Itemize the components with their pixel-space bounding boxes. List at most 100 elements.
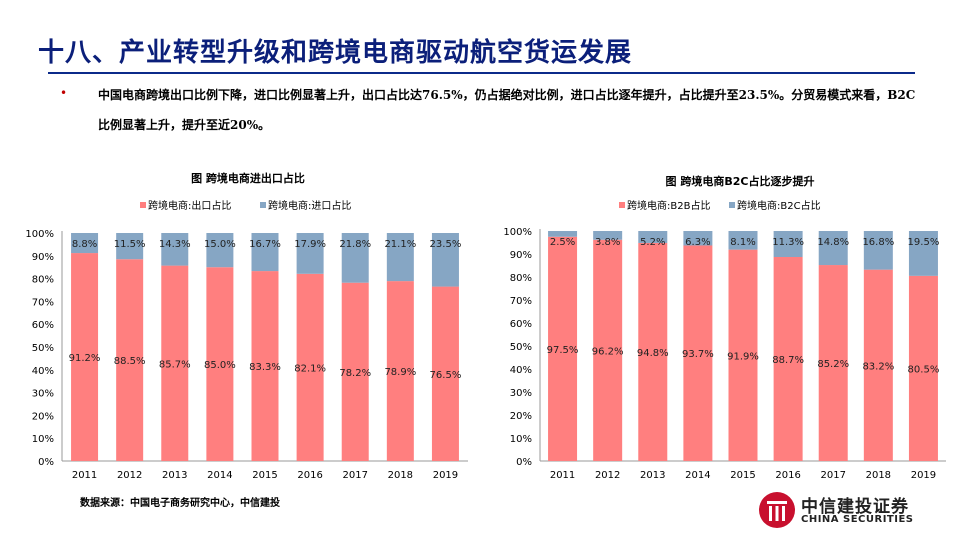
chart-0-data-label-0-4: 83.3% xyxy=(249,362,281,373)
title-divider xyxy=(48,72,915,74)
chart-1-ytick-4: 40% xyxy=(510,365,532,376)
chart-1-bar-0-3 xyxy=(683,245,713,461)
chart-0-bar-1-1 xyxy=(116,233,144,260)
chart-1-bar-1-1 xyxy=(593,231,623,240)
chart-0-legend-swatch-1 xyxy=(260,202,266,208)
chart-1-ytick-10: 100% xyxy=(503,227,532,238)
chart-1-title: 图 跨境电商B2C占比逐步提升 xyxy=(666,174,815,188)
chart-1-data-label-0-1: 96.2% xyxy=(592,346,624,357)
chart-0-data-label-0-6: 78.2% xyxy=(339,368,371,379)
chart-0-bar-0-1 xyxy=(116,259,144,461)
chart-1-data-label-0-8: 80.5% xyxy=(908,364,940,375)
chart-0-xtick-1: 2012 xyxy=(117,470,142,481)
chart-1-bar-0-7 xyxy=(863,269,893,461)
chart-1-xtick-3: 2014 xyxy=(685,470,710,481)
chart-0-data-label-1-7: 21.1% xyxy=(384,239,416,250)
chart-0-ytick-0: 0% xyxy=(38,457,54,468)
chart-0-data-label-0-5: 82.1% xyxy=(294,363,326,374)
chart-1-data-label-0-6: 85.2% xyxy=(817,359,849,370)
chart-0-xtick-8: 2019 xyxy=(433,470,458,481)
chart-1-ytick-5: 50% xyxy=(510,342,532,353)
chart-1-ytick-1: 10% xyxy=(510,434,532,445)
chart-0-bar-1-6 xyxy=(341,233,369,283)
chart-1-data-label-1-2: 5.2% xyxy=(640,237,665,248)
chart-0-ytick-1: 10% xyxy=(32,434,54,445)
chart-0-xtick-0: 2011 xyxy=(72,470,97,481)
chart-0-ytick-5: 50% xyxy=(32,343,54,354)
chart-1-bar-0-4 xyxy=(728,249,758,461)
chart-0-xtick-4: 2015 xyxy=(252,470,277,481)
chart-0-data-label-1-5: 17.9% xyxy=(294,239,326,250)
chart-0-bar-0-0 xyxy=(71,253,99,461)
chart-0-data-label-0-2: 85.7% xyxy=(159,359,191,370)
chart-1-ytick-3: 30% xyxy=(510,388,532,399)
chart-0-bar-0-3 xyxy=(206,267,234,461)
chart-0-data-label-0-8: 76.5% xyxy=(430,370,462,381)
chart-0-data-label-1-4: 16.7% xyxy=(249,239,281,250)
chart-1-ytick-2: 20% xyxy=(510,411,532,422)
chart-1-data-label-1-3: 6.3% xyxy=(685,237,710,248)
bullet-icon: • xyxy=(60,86,68,100)
company-logo: 中信建投证券 CHINA SECURITIES xyxy=(757,490,927,530)
chart-0-ytick-4: 40% xyxy=(32,366,54,377)
logo-text-cn: 中信建投证券 xyxy=(801,497,909,517)
logo-text-en: CHINA SECURITIES xyxy=(801,514,914,525)
chart-1-ytick-6: 60% xyxy=(510,319,532,330)
chart-1-data-label-0-7: 83.2% xyxy=(862,361,894,372)
page-title: 十八、产业转型升级和跨境电商驱动航空货运发展 xyxy=(38,38,633,68)
chart-0-data-label-0-1: 88.5% xyxy=(114,356,146,367)
chart-1-bar-0-2 xyxy=(638,242,668,461)
chart-1-data-label-1-0: 2.5% xyxy=(550,237,575,248)
chart-1-xtick-5: 2016 xyxy=(775,470,800,481)
chart-1-xtick-4: 2015 xyxy=(730,470,755,481)
chart-0-bar-0-7 xyxy=(386,281,414,461)
chart-1-legend-swatch-0 xyxy=(619,202,625,208)
chart-1-bar-0-5 xyxy=(773,256,803,461)
chart-0-legend-swatch-0 xyxy=(140,202,146,208)
chart-1-bar-0-1 xyxy=(593,239,623,461)
chart-1-data-label-1-4: 8.1% xyxy=(730,237,755,248)
chart-1-bar-0-8 xyxy=(908,275,938,461)
chart-0-xtick-3: 2014 xyxy=(207,470,232,481)
chart-0-xtick-5: 2016 xyxy=(297,470,322,481)
chart-1-legend-label-1: 跨境电商:B2C占比 xyxy=(737,199,821,212)
chart-1-data-label-1-1: 3.8% xyxy=(595,237,620,248)
chart-1-bar-1-0 xyxy=(548,231,578,237)
chart-0-ytick-7: 70% xyxy=(32,297,54,308)
chart-1-legend-label-0: 跨境电商:B2B占比 xyxy=(627,199,710,212)
chart-0-xtick-7: 2018 xyxy=(388,470,413,481)
logo-emblem-icon xyxy=(759,492,795,528)
chart-0-ytick-8: 80% xyxy=(32,275,54,286)
chart-1-xtick-6: 2017 xyxy=(820,470,845,481)
chart-1-ytick-7: 70% xyxy=(510,296,532,307)
chart-1-data-label-1-6: 14.8% xyxy=(817,237,849,248)
chart-1-data-label-0-3: 93.7% xyxy=(682,349,714,360)
chart-1-bar-1-4 xyxy=(728,231,758,250)
chart-1-data-label-1-7: 16.8% xyxy=(862,237,894,248)
chart-0-xtick-6: 2017 xyxy=(342,470,367,481)
chart-0-bar-1-2 xyxy=(161,233,189,266)
chart-0-legend-label-1: 跨境电商:进口占比 xyxy=(268,199,351,212)
chart-0-bar-0-2 xyxy=(161,265,189,461)
chart-0-ytick-9: 90% xyxy=(32,252,54,263)
chart-1-bar-1-6 xyxy=(818,231,848,266)
chart-1-ytick-9: 90% xyxy=(510,250,532,261)
chart-0-bar-0-8 xyxy=(431,286,459,461)
chart-0-title: 图 跨境电商进出口占比 xyxy=(191,171,305,185)
chart-1-xtick-0: 2011 xyxy=(550,470,575,481)
chart-0-ytick-3: 30% xyxy=(32,389,54,400)
chart-1-xtick-7: 2018 xyxy=(866,470,891,481)
chart-1-legend-swatch-1 xyxy=(729,202,735,208)
chart-0-bar-0-6 xyxy=(341,282,369,461)
chart-1-data-label-0-5: 88.7% xyxy=(772,355,804,366)
chart-1-data-label-1-5: 11.3% xyxy=(772,237,804,248)
chart-1-xtick-2: 2013 xyxy=(640,470,665,481)
chart-1-bar-1-3 xyxy=(683,231,713,246)
chart-0-bar-1-7 xyxy=(386,233,414,282)
chart-0-legend-label-0: 跨境电商:出口占比 xyxy=(148,199,231,212)
chart-1-data-label-1-8: 19.5% xyxy=(908,237,940,248)
chart-0-data-label-1-8: 23.5% xyxy=(430,239,462,250)
chart-1-bar-1-8 xyxy=(908,231,938,276)
chart-1-ytick-0: 0% xyxy=(516,457,532,468)
